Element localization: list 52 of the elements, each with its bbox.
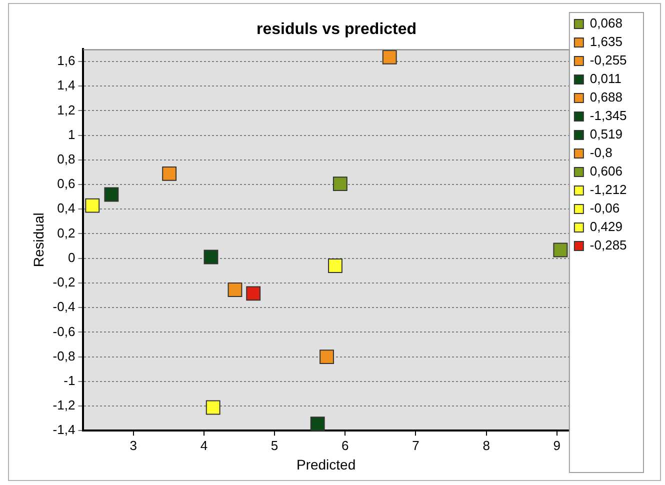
point (310, 416, 325, 432)
y-tick-label: -0,2 (52, 274, 76, 290)
x-tick-label: 8 (482, 438, 490, 453)
legend-label: 0,519 (590, 126, 630, 142)
y-tick-label: -1,2 (52, 398, 76, 413)
y-tick-label: 0 (68, 250, 76, 265)
point (553, 242, 568, 258)
point (204, 250, 218, 264)
y-tick-label: 0,6 (57, 176, 76, 192)
legend-label: -1,212 (590, 182, 634, 198)
y-tick-label: 0,2 (57, 225, 76, 240)
legend-label: 1,635 (590, 34, 630, 50)
y-tick-label: -0,4 (52, 299, 76, 314)
legend-label: -0,06 (590, 200, 627, 216)
y-tick-label: 1,4 (57, 78, 76, 93)
y-tick-label: 1,2 (57, 102, 76, 118)
y-tick-label: -1 (64, 372, 76, 388)
y-tick-label: 0,8 (57, 152, 76, 167)
legend-label: 0,011 (590, 71, 629, 86)
x-tick-label: 6 (342, 438, 349, 453)
legend-label: 0,068 (590, 16, 630, 31)
point (332, 176, 348, 192)
point (228, 282, 242, 297)
y-tick-label: -0,6 (52, 324, 76, 339)
point (246, 286, 261, 301)
x-tick-label: 5 (270, 438, 278, 453)
legend-label: 0,429 (590, 219, 630, 234)
x-tick-label: 7 (412, 438, 420, 453)
y-tick-label: 1 (68, 126, 76, 142)
point (382, 50, 397, 64)
x-tick-label: 4 (200, 438, 208, 453)
legend-label: -0,8 (590, 145, 620, 160)
legend-label: -1,345 (590, 108, 634, 124)
y-tick-label: -1,4 (52, 422, 76, 438)
legend-label: 0,606 (590, 164, 630, 179)
y-tick-label: -0,8 (52, 348, 76, 364)
y-tick-label: 0,4 (57, 200, 76, 216)
point (162, 166, 177, 181)
point (85, 198, 100, 213)
x-tick-label: 3 (130, 438, 137, 453)
x-axis-title: Predicted (296, 456, 356, 472)
chart-title: residuls vs predicted (256, 21, 417, 38)
x-tick-label: 9 (553, 438, 561, 453)
legend-label: -0,285 (590, 238, 634, 253)
y-axis-title: Residual (30, 212, 46, 268)
point (328, 258, 342, 273)
point (206, 400, 220, 415)
legend-label: -0,255 (590, 52, 634, 68)
point (320, 350, 334, 364)
point (104, 187, 119, 202)
y-tick-label: 1,6 (57, 53, 76, 68)
legend-label: 0,688 (590, 90, 630, 105)
